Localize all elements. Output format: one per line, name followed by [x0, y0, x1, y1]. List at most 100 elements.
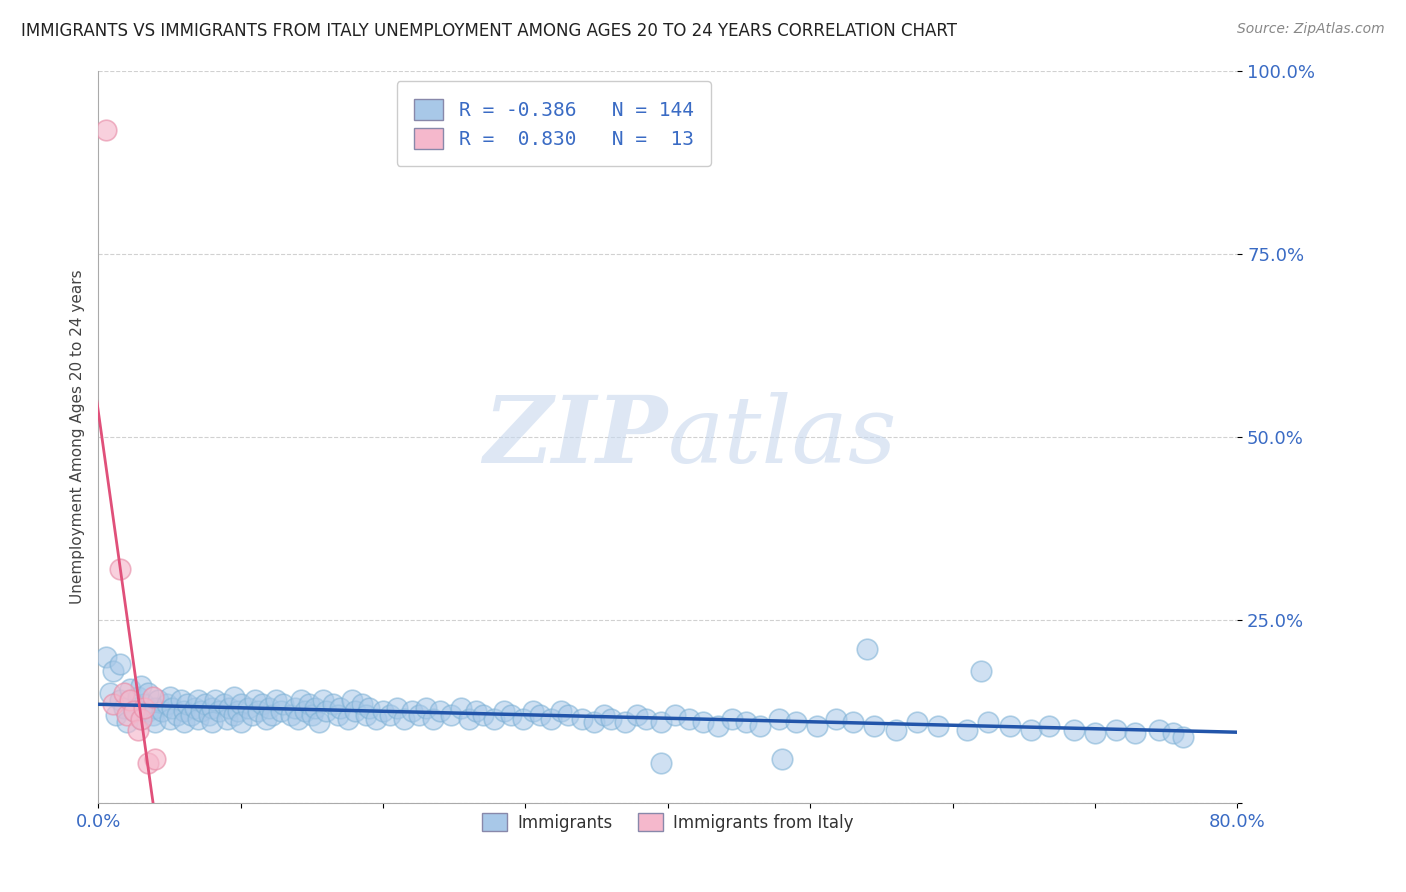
- Point: [98, 686, 121, 700]
- Text: atlas: atlas: [668, 392, 897, 482]
- Point: [592, 708, 614, 723]
- Point: [856, 642, 879, 657]
- Point: [250, 697, 273, 711]
- Point: [132, 700, 155, 714]
- Point: [415, 700, 437, 714]
- Point: [429, 705, 451, 719]
- Point: [927, 719, 949, 733]
- Point: [387, 700, 409, 714]
- Text: ZIP: ZIP: [484, 392, 668, 482]
- Point: [1038, 719, 1060, 733]
- Point: [512, 712, 534, 726]
- Point: [94, 649, 117, 664]
- Point: [236, 700, 259, 714]
- Point: [159, 690, 181, 704]
- Point: [212, 697, 235, 711]
- Point: [770, 752, 793, 766]
- Legend: Immigrants, Immigrants from Italy: Immigrants, Immigrants from Italy: [475, 806, 860, 838]
- Point: [262, 708, 284, 723]
- Point: [243, 693, 266, 707]
- Point: [129, 712, 152, 726]
- Point: [354, 708, 377, 723]
- Point: [273, 697, 295, 711]
- Point: [170, 693, 193, 707]
- Point: [229, 697, 252, 711]
- Point: [440, 708, 463, 723]
- Point: [259, 700, 281, 714]
- Point: [494, 705, 516, 719]
- Point: [308, 715, 330, 730]
- Point: [141, 690, 163, 704]
- Point: [614, 715, 637, 730]
- Point: [557, 708, 579, 723]
- Point: [118, 682, 141, 697]
- Point: [115, 715, 138, 730]
- Point: [201, 715, 224, 730]
- Point: [201, 700, 224, 714]
- Point: [222, 690, 245, 704]
- Point: [357, 700, 380, 714]
- Point: [636, 712, 658, 726]
- Point: [136, 686, 159, 700]
- Point: [785, 715, 807, 730]
- Point: [198, 708, 221, 723]
- Point: [222, 708, 245, 723]
- Point: [408, 708, 430, 723]
- Point: [294, 705, 316, 719]
- Point: [304, 700, 326, 714]
- Point: [464, 705, 486, 719]
- Point: [229, 715, 252, 730]
- Point: [162, 700, 184, 714]
- Point: [127, 690, 149, 704]
- Point: [287, 712, 309, 726]
- Point: [290, 693, 312, 707]
- Point: [824, 712, 846, 726]
- Point: [650, 756, 672, 770]
- Point: [768, 712, 790, 726]
- Point: [145, 700, 167, 714]
- Point: [600, 712, 623, 726]
- Point: [336, 712, 359, 726]
- Point: [1063, 723, 1085, 737]
- Point: [540, 712, 562, 726]
- Point: [401, 705, 423, 719]
- Point: [145, 752, 167, 766]
- Point: [422, 712, 444, 726]
- Point: [692, 715, 714, 730]
- Point: [380, 708, 402, 723]
- Point: [678, 712, 700, 726]
- Point: [571, 712, 593, 726]
- Point: [884, 723, 907, 737]
- Point: [970, 664, 993, 678]
- Point: [129, 679, 152, 693]
- Point: [1173, 730, 1195, 744]
- Point: [108, 693, 131, 707]
- Point: [112, 686, 135, 700]
- Point: [1105, 723, 1128, 737]
- Point: [340, 693, 363, 707]
- Point: [129, 712, 152, 726]
- Point: [284, 700, 307, 714]
- Point: [329, 700, 352, 714]
- Point: [315, 705, 337, 719]
- Point: [254, 712, 277, 726]
- Point: [136, 705, 159, 719]
- Point: [1161, 726, 1184, 740]
- Point: [1019, 723, 1042, 737]
- Point: [998, 719, 1021, 733]
- Point: [529, 708, 551, 723]
- Point: [863, 719, 886, 733]
- Point: [141, 708, 163, 723]
- Text: IMMIGRANTS VS IMMIGRANTS FROM ITALY UNEMPLOYMENT AMONG AGES 20 TO 24 YEARS CORRE: IMMIGRANTS VS IMMIGRANTS FROM ITALY UNEM…: [21, 22, 957, 40]
- Point: [471, 708, 494, 723]
- Y-axis label: Unemployment Among Ages 20 to 24 years: Unemployment Among Ages 20 to 24 years: [69, 269, 84, 605]
- Point: [115, 708, 138, 723]
- Point: [749, 719, 772, 733]
- Point: [226, 705, 249, 719]
- Point: [108, 657, 131, 671]
- Point: [1123, 726, 1146, 740]
- Point: [522, 705, 544, 719]
- Point: [582, 715, 605, 730]
- Point: [104, 708, 127, 723]
- Point: [101, 697, 124, 711]
